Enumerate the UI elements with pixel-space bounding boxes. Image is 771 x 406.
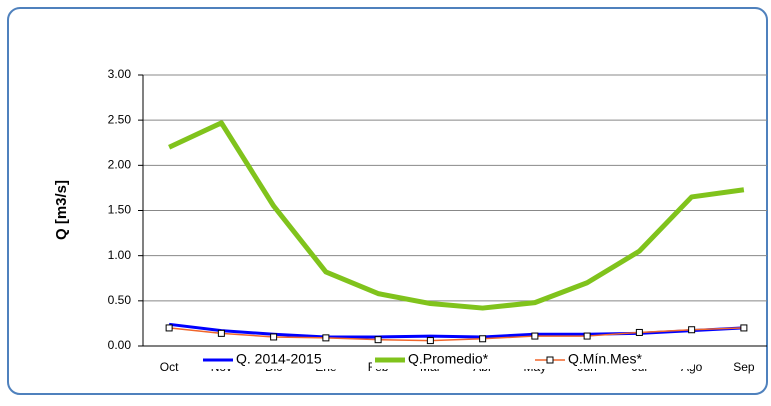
y-tick-label: 1.00 [108,248,132,262]
marker [531,332,539,340]
marker [322,334,330,342]
y-tick-label: 2.00 [108,158,132,172]
y-tick-label: 3.00 [108,67,132,81]
legend-label: Q.Mín.Mes* [568,351,642,367]
x-tick-label: Sep [733,360,755,374]
marker [583,332,591,340]
frame [7,7,768,395]
y-axis-label: Q [m3/s] [53,180,70,240]
marker [165,324,173,332]
legend-bg [372,351,532,369]
series-line [169,327,744,342]
y-tick-label: 1.50 [108,203,132,217]
marker [740,324,748,332]
marker [270,333,278,341]
legend-label: Q.Promedio* [408,351,489,367]
marker [688,326,696,334]
marker [426,337,434,345]
y-tick-label: 2.50 [108,112,132,126]
marker [635,328,643,336]
plot: 0.000.501.001.502.002.503.00OctNovDicEne… [108,67,767,374]
y-tick-label: 0.00 [108,338,132,352]
legend-bg [532,351,694,369]
series-line [168,322,744,339]
marker [374,336,382,344]
legend-label: Q. 2014-2015 [236,351,322,367]
marker [217,329,225,337]
series-line [168,120,745,311]
legend-marker [546,356,554,364]
marker [479,335,487,343]
y-tick-label: 0.50 [108,293,132,307]
legend-bg [200,351,360,369]
x-tick-label: Oct [160,360,179,374]
